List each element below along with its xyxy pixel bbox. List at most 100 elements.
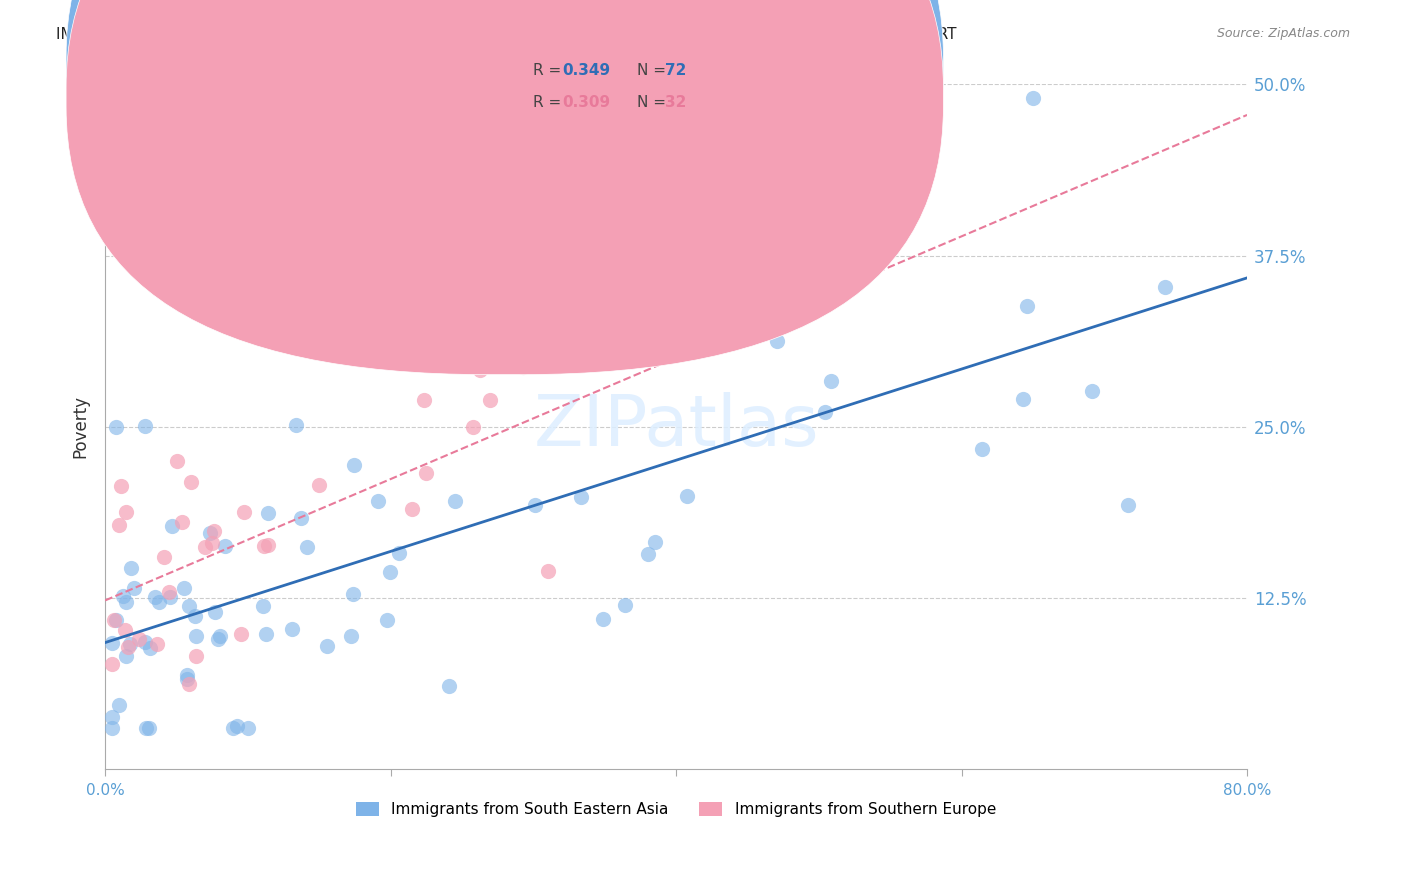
Text: ZIPatlas: ZIPatlas	[533, 392, 818, 461]
Point	[367, 494, 389, 508]
Text: 0.309: 0.309	[562, 95, 610, 111]
Point	[198, 525, 221, 540]
Point	[444, 493, 467, 508]
Point	[101, 721, 124, 735]
Text: R =: R =	[533, 63, 567, 78]
Point	[114, 623, 136, 637]
Point	[479, 392, 502, 407]
Point	[233, 505, 256, 519]
Point	[308, 477, 330, 491]
Point	[644, 534, 666, 549]
Point	[128, 632, 150, 647]
Point	[257, 538, 280, 552]
Point	[569, 490, 592, 504]
Point	[101, 635, 124, 649]
Point	[253, 539, 276, 553]
Point	[180, 475, 202, 489]
Point	[124, 581, 146, 595]
Point	[179, 599, 201, 613]
Point	[463, 419, 485, 434]
Point	[766, 334, 789, 349]
Text: 72: 72	[665, 63, 686, 78]
Point	[637, 249, 659, 263]
Point	[101, 709, 124, 723]
Text: IMMIGRANTS FROM SOUTH EASTERN ASIA VS IMMIGRANTS FROM SOUTHERN EUROPE POVERTY CO: IMMIGRANTS FROM SOUTH EASTERN ASIA VS IM…	[56, 27, 956, 42]
Point	[184, 649, 207, 664]
Point	[257, 507, 280, 521]
Point	[104, 420, 127, 434]
Point	[254, 627, 277, 641]
Point	[412, 392, 434, 407]
Point	[285, 418, 308, 433]
Point	[176, 672, 198, 686]
Point	[699, 284, 721, 298]
Point	[380, 565, 402, 579]
Y-axis label: Poverty: Poverty	[72, 395, 89, 458]
Point	[148, 595, 170, 609]
Point	[229, 627, 252, 641]
Point	[153, 549, 176, 564]
Point	[146, 637, 169, 651]
Point	[115, 594, 138, 608]
Point	[111, 589, 134, 603]
Point	[676, 489, 699, 503]
Point	[820, 374, 842, 388]
Point	[637, 547, 659, 561]
Point	[512, 360, 534, 375]
Point	[388, 546, 411, 560]
Point	[1154, 279, 1177, 293]
Point	[193, 540, 215, 554]
Point	[160, 519, 183, 533]
Point	[592, 611, 614, 625]
Point	[1022, 91, 1045, 105]
Point	[1015, 299, 1038, 313]
Point	[139, 640, 162, 655]
Point	[1011, 392, 1033, 406]
Point	[157, 585, 180, 599]
Point	[470, 362, 492, 376]
Point	[437, 679, 460, 693]
Point	[120, 637, 142, 651]
Text: Source: ZipAtlas.com: Source: ZipAtlas.com	[1216, 27, 1350, 40]
Point	[342, 458, 364, 472]
Point	[117, 640, 139, 654]
Point	[281, 622, 304, 636]
Point	[114, 649, 136, 664]
Point	[238, 721, 260, 735]
Point	[204, 605, 226, 619]
Text: N =: N =	[637, 95, 671, 111]
Point	[1116, 498, 1139, 512]
Point	[138, 721, 160, 735]
Point	[115, 505, 138, 519]
Point	[226, 719, 249, 733]
Point	[105, 613, 128, 627]
Point	[340, 630, 363, 644]
Point	[665, 255, 688, 269]
Text: 0.349: 0.349	[562, 63, 610, 78]
Point	[108, 517, 131, 532]
Point	[184, 629, 207, 643]
Point	[523, 498, 546, 512]
Point	[134, 634, 156, 648]
Point	[316, 639, 339, 653]
Point	[103, 613, 125, 627]
Point	[614, 599, 637, 613]
Point	[970, 442, 993, 456]
Point	[176, 668, 198, 682]
Point	[222, 721, 245, 735]
Point	[814, 405, 837, 419]
Point	[295, 541, 318, 555]
Point	[208, 629, 231, 643]
Point	[110, 479, 132, 493]
Point	[170, 516, 193, 530]
Point	[159, 591, 181, 605]
Point	[415, 466, 437, 480]
Text: R =: R =	[533, 95, 567, 111]
Point	[143, 590, 166, 604]
Text: N =: N =	[637, 63, 671, 78]
Point	[201, 536, 224, 550]
Point	[135, 721, 157, 735]
Point	[290, 510, 312, 524]
Point	[108, 698, 131, 712]
Point	[202, 524, 225, 539]
